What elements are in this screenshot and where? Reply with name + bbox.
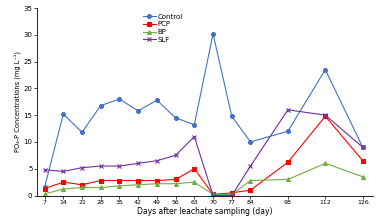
Line: PCP: PCP [43,114,365,196]
PCP [323,115,327,118]
BP [360,175,365,178]
PCP [360,159,365,162]
BP [117,184,122,187]
X-axis label: Days after leachate sampling (day): Days after leachate sampling (day) [137,207,273,216]
Control [211,32,215,35]
Line: BP: BP [43,161,365,196]
PCP [136,179,141,182]
Control [61,113,66,115]
BP [211,193,215,196]
SLF [323,114,327,117]
Control [192,123,197,126]
SLF [99,165,103,167]
Control [155,99,159,101]
PCP [42,187,47,190]
PCP [286,161,290,164]
Control [229,115,234,118]
PCP [117,179,122,182]
BP [286,178,290,181]
SLF [211,194,215,197]
PCP [173,178,178,181]
SLF [117,165,122,167]
SLF [61,170,66,173]
BP [42,192,47,195]
SLF [42,168,47,171]
SLF [248,165,253,167]
SLF [286,109,290,111]
BP [80,186,84,189]
BP [61,188,66,190]
PCP [192,167,197,170]
PCP [155,179,159,182]
Control [136,109,141,112]
Control [248,141,253,143]
Control [323,68,327,71]
PCP [99,179,103,182]
Legend: Control, PCP, BP, SLF: Control, PCP, BP, SLF [141,12,185,45]
BP [136,183,141,186]
Control [117,98,122,100]
Control [173,117,178,119]
BP [173,182,178,185]
PCP [211,193,215,196]
BP [323,162,327,165]
PCP [80,183,84,186]
Y-axis label: PO₄-P Concentrations (mg L⁻¹): PO₄-P Concentrations (mg L⁻¹) [13,51,20,152]
SLF [192,135,197,138]
SLF [136,162,141,165]
PCP [248,189,253,192]
Control [286,130,290,133]
Control [99,104,103,107]
BP [155,182,159,185]
BP [192,181,197,183]
SLF [173,154,178,157]
PCP [61,181,66,183]
Line: Control: Control [43,32,365,189]
Line: SLF: SLF [43,108,365,197]
PCP [229,192,234,194]
SLF [360,146,365,149]
BP [99,186,103,189]
SLF [80,166,84,169]
BP [248,179,253,182]
SLF [155,159,159,162]
Control [42,186,47,189]
Control [80,131,84,134]
BP [229,193,234,196]
Control [360,146,365,149]
SLF [229,194,234,197]
